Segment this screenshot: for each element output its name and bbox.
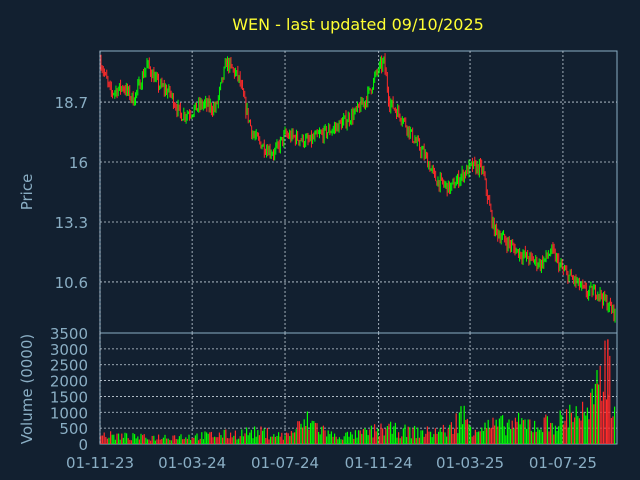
- volume-tick-label: 2000: [50, 373, 88, 391]
- volume-tick-label: 500: [59, 420, 88, 438]
- chart-title: WEN - last updated 09/10/2025: [232, 15, 484, 34]
- volume-tick-label: 1500: [50, 388, 88, 406]
- x-tick-label: 01-07-24: [251, 454, 319, 472]
- candlestick-series: [100, 53, 616, 323]
- price-tick-label: 13.3: [55, 214, 88, 232]
- volume-tick-label: 2500: [50, 357, 88, 375]
- volume-tick-label: 3500: [50, 325, 88, 343]
- x-tick-label: 01-07-25: [529, 454, 597, 472]
- x-tick-label: 01-11-24: [345, 454, 413, 472]
- price-tick-label: 16: [69, 154, 88, 172]
- price-axis-label: Price: [18, 174, 36, 211]
- volume-tick-label: 3000: [50, 341, 88, 359]
- price-tick-label: 18.7: [55, 94, 88, 112]
- volume-tick-label: 1000: [50, 404, 88, 422]
- x-tick-label: 01-11-23: [66, 454, 134, 472]
- price-plot-frame: [99, 50, 618, 334]
- x-tick-label: 01-03-24: [158, 454, 226, 472]
- volume-plot-frame: [99, 332, 618, 445]
- volume-bar-series: [100, 339, 616, 444]
- price-tick-label: 10.6: [55, 274, 88, 292]
- volume-axis-label: Volume (0000): [18, 334, 36, 444]
- price-panel: 18.7 16 13.3 10.6: [55, 50, 618, 334]
- volume-tick-label: 0: [78, 436, 88, 454]
- x-tick-label: 01-03-25: [436, 454, 504, 472]
